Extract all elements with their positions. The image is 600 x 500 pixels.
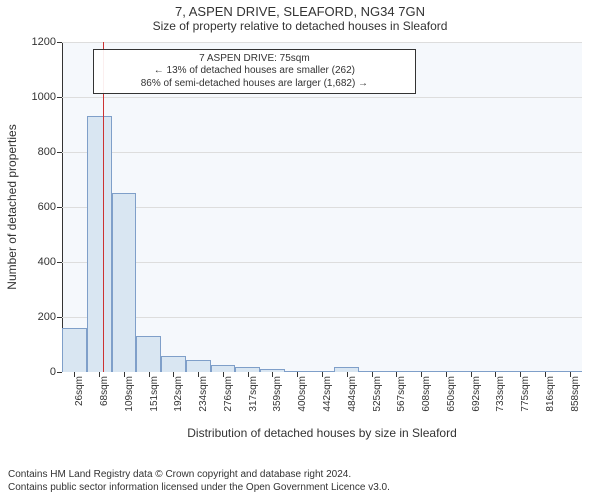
bar bbox=[112, 193, 137, 372]
x-tick-label: 26sqm bbox=[74, 376, 85, 406]
plot-area: 02004006008001000120026sqm68sqm109sqm151… bbox=[62, 42, 582, 372]
x-tick-label: 858sqm bbox=[570, 376, 581, 412]
x-tick-label: 359sqm bbox=[272, 376, 283, 412]
bar bbox=[136, 336, 161, 372]
y-gridline bbox=[62, 42, 582, 43]
y-gridline bbox=[62, 317, 582, 318]
x-tick-label: 608sqm bbox=[421, 376, 432, 412]
y-tick-mark bbox=[57, 97, 62, 98]
y-gridline bbox=[62, 97, 582, 98]
x-tick-label: 692sqm bbox=[471, 376, 482, 412]
x-tick-label: 484sqm bbox=[347, 376, 358, 412]
x-tick-label: 109sqm bbox=[124, 376, 135, 412]
x-tick-label: 816sqm bbox=[545, 376, 556, 412]
annotation-line: 7 ASPEN DRIVE: 75sqm bbox=[100, 53, 408, 66]
bar bbox=[87, 116, 112, 372]
x-tick-label: 442sqm bbox=[322, 376, 333, 412]
x-axis-label: Distribution of detached houses by size … bbox=[62, 426, 582, 440]
y-tick-mark bbox=[57, 207, 62, 208]
chart-figure: { "titles": { "line1": "7, ASPEN DRIVE, … bbox=[0, 0, 600, 500]
annotation-box: 7 ASPEN DRIVE: 75sqm← 13% of detached ho… bbox=[93, 49, 415, 95]
chart-title-line1: 7, ASPEN DRIVE, SLEAFORD, NG34 7GN bbox=[0, 0, 600, 19]
x-tick-label: 192sqm bbox=[173, 376, 184, 412]
y-tick-mark bbox=[57, 152, 62, 153]
footer-text: Contains HM Land Registry data © Crown c… bbox=[0, 465, 600, 500]
y-gridline bbox=[62, 152, 582, 153]
annotation-line: 86% of semi-detached houses are larger (… bbox=[100, 78, 408, 91]
x-tick-label: 567sqm bbox=[396, 376, 407, 412]
y-tick-mark bbox=[57, 262, 62, 263]
x-tick-label: 775sqm bbox=[520, 376, 531, 412]
bar bbox=[62, 328, 87, 372]
x-tick-label: 733sqm bbox=[495, 376, 506, 412]
x-tick-label: 151sqm bbox=[149, 376, 160, 412]
x-tick-label: 68sqm bbox=[99, 376, 110, 406]
annotation-line: ← 13% of detached houses are smaller (26… bbox=[100, 65, 408, 78]
x-tick-label: 234sqm bbox=[198, 376, 209, 412]
y-tick-mark bbox=[57, 317, 62, 318]
x-tick-label: 525sqm bbox=[372, 376, 383, 412]
y-tick-mark bbox=[57, 372, 62, 373]
x-tick-label: 650sqm bbox=[446, 376, 457, 412]
footer-line: Contains HM Land Registry data © Crown c… bbox=[8, 469, 592, 482]
bar bbox=[161, 356, 186, 373]
footer-line: Contains public sector information licen… bbox=[8, 482, 592, 495]
y-gridline bbox=[62, 207, 582, 208]
y-gridline bbox=[62, 262, 582, 263]
x-tick-label: 276sqm bbox=[223, 376, 234, 412]
x-tick-label: 317sqm bbox=[248, 376, 259, 412]
x-tick-label: 400sqm bbox=[297, 376, 308, 412]
chart-title-line2: Size of property relative to detached ho… bbox=[0, 19, 600, 35]
y-axis-label: Number of detached properties bbox=[5, 124, 19, 289]
bar bbox=[211, 365, 236, 372]
y-tick-mark bbox=[57, 42, 62, 43]
bar bbox=[186, 360, 211, 372]
